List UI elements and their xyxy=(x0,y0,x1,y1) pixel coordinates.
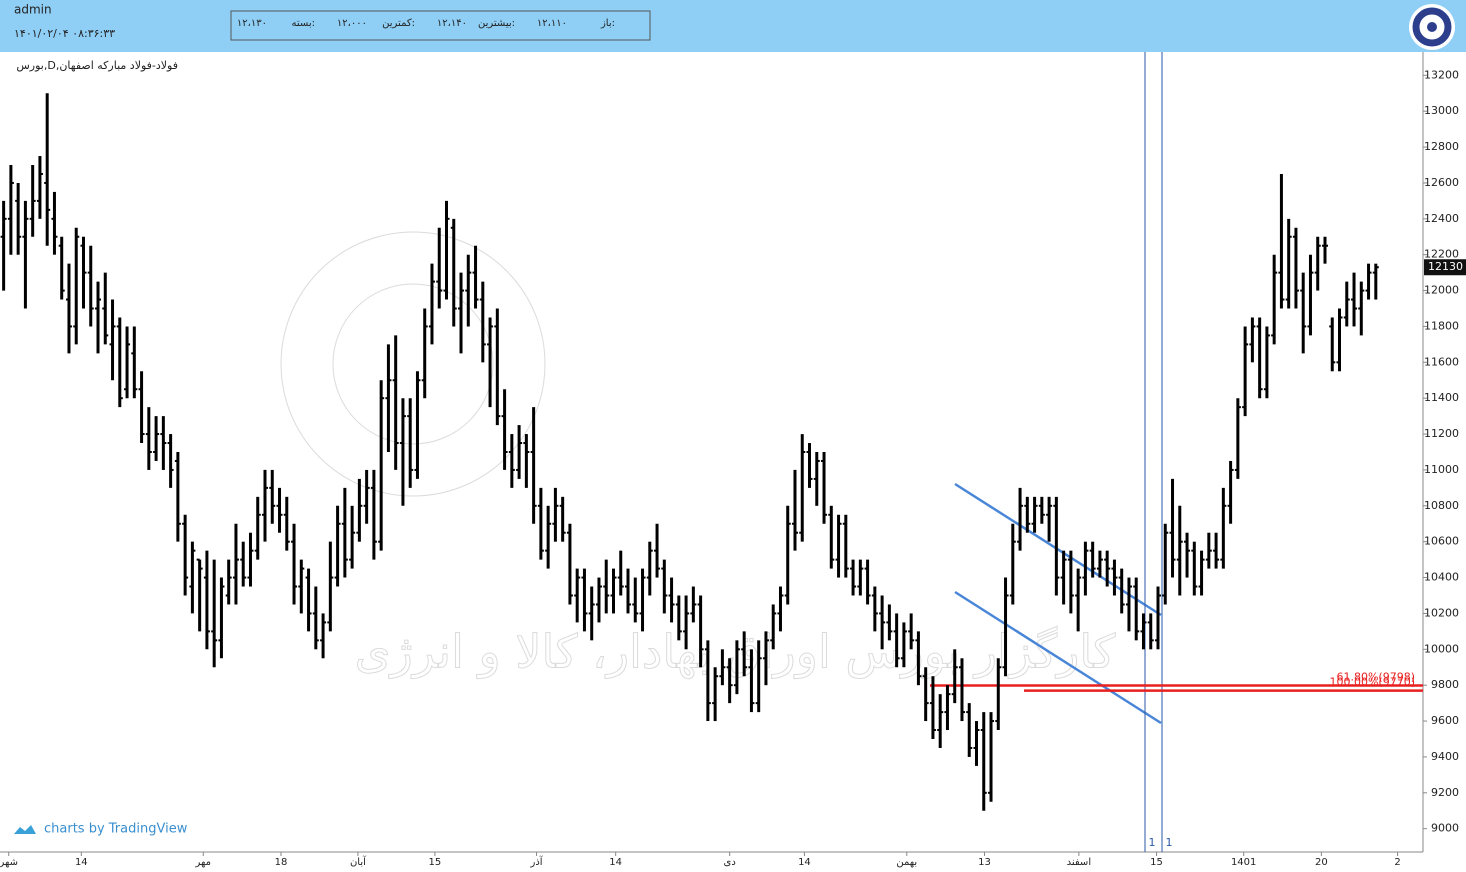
quote-value: ۱۲،۱۱۰ xyxy=(537,18,567,29)
footer: charts by TradingView xyxy=(44,822,188,837)
channel-line xyxy=(954,590,1162,725)
x-tick-label: 14 xyxy=(75,857,88,868)
y-tick-label: 12200 xyxy=(1424,248,1459,261)
x-tick-label: مهر xyxy=(195,857,211,868)
ohlc-series xyxy=(0,93,1379,811)
quote-box xyxy=(230,10,651,41)
y-tick-label: 11000 xyxy=(1424,463,1459,476)
y-tick-label: 9600 xyxy=(1431,714,1459,727)
x-tick-label: 2 xyxy=(1394,857,1400,868)
watermark: کارگزار بورس اوراق بهادار، کالا و انرژی xyxy=(280,231,1116,680)
channel-line xyxy=(954,482,1162,617)
y-tick-label: 10800 xyxy=(1424,499,1459,512)
x-tick-label: شهر xyxy=(0,857,18,868)
header-band xyxy=(0,0,1466,52)
fib-label: 100.00%(9770) xyxy=(1329,676,1415,689)
quote-label: کمترین: xyxy=(382,18,415,29)
y-tick-label: 10000 xyxy=(1424,642,1459,655)
y-tick-label: 11400 xyxy=(1424,391,1459,404)
y-tick-label: 12400 xyxy=(1424,212,1459,225)
fib-label: 61.80%(9798) xyxy=(1336,671,1415,684)
watermark-text: کارگزار بورس اوراق بهادار، کالا و انرژی xyxy=(355,625,1116,680)
x-tick-label: 14 xyxy=(798,857,811,868)
y-tick-label: 11200 xyxy=(1424,427,1459,440)
y-tick-label: 9200 xyxy=(1431,786,1459,799)
logo xyxy=(1409,4,1455,50)
tv-logo: charts by TradingView xyxy=(14,822,188,837)
y-tick-label: 10600 xyxy=(1424,535,1459,548)
x-tick-label: 15 xyxy=(429,857,442,868)
y-tick-label: 9800 xyxy=(1431,678,1459,691)
datetime: ۱۴۰۱/۰۲/۰۴ ۰۸:۳۶:۳۳ xyxy=(14,27,115,40)
y-tick-label: 12800 xyxy=(1424,140,1459,153)
x-tick-label: 14 xyxy=(609,857,622,868)
y-tick-label: 13000 xyxy=(1424,104,1459,117)
quote-value: ۱۲،۰۰۰ xyxy=(337,18,367,29)
y-tick-label: 9000 xyxy=(1431,822,1459,835)
quote-label: باز: xyxy=(600,18,615,29)
quote-value: ۱۲،۱۴۰ xyxy=(437,18,467,29)
user: admin xyxy=(14,3,52,17)
y-tick-label: 11800 xyxy=(1424,319,1459,332)
y-tick-label: 10400 xyxy=(1424,571,1459,584)
y-tick-label: 12000 xyxy=(1424,284,1459,297)
quote-label: بسته: xyxy=(292,18,315,29)
y-tick-label: 9400 xyxy=(1431,750,1459,763)
x-tick-label: 18 xyxy=(275,857,288,868)
x-tick-label: 1401 xyxy=(1231,857,1256,868)
quote-value: ۱۲،۱۳۰ xyxy=(237,18,267,29)
y-tick-label: 12600 xyxy=(1424,176,1459,189)
marker-label: 1 xyxy=(1166,836,1173,849)
x-tick-label: آبان xyxy=(350,855,367,868)
y-tick-label: 10200 xyxy=(1424,606,1459,619)
x-tick-label: بهمن xyxy=(896,857,917,868)
x-tick-label: دی xyxy=(724,857,736,868)
last-price-box xyxy=(1424,259,1466,276)
x-tick-label: 20 xyxy=(1315,857,1328,868)
x-tick-label: 13 xyxy=(978,857,991,868)
y-tick-label: 13200 xyxy=(1424,68,1459,81)
chart-title: بورس,D,فولاد-فولاد مبارکه اصفهان xyxy=(16,59,178,72)
x-tick-label: 15 xyxy=(1150,857,1163,868)
x-tick-label: اسفند xyxy=(1067,857,1091,868)
y-tick-label: 11600 xyxy=(1424,355,1459,368)
last-price-label: 12130 xyxy=(1428,260,1463,273)
x-tick-label: آذر xyxy=(529,855,543,868)
marker-label: 1 xyxy=(1149,836,1156,849)
quote-label: بیشترین: xyxy=(478,18,515,29)
